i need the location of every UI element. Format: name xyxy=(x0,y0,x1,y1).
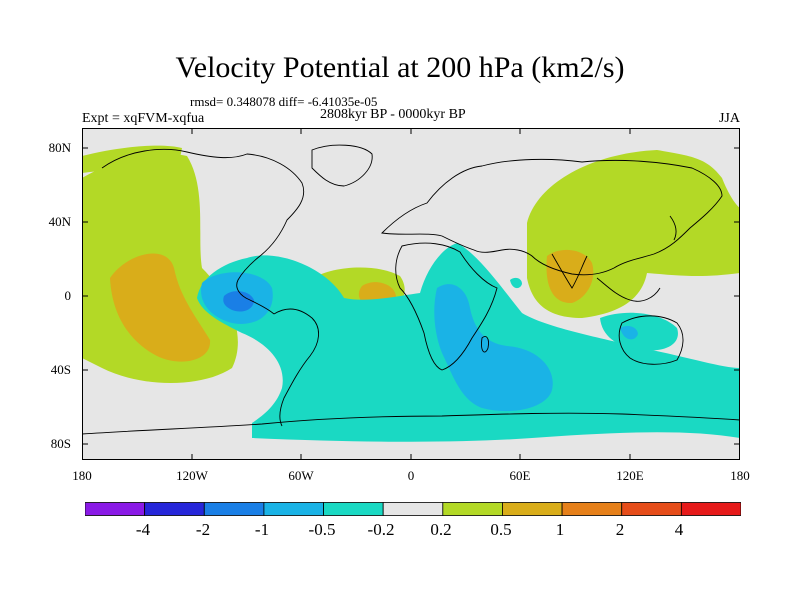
colorbar-swatch xyxy=(502,502,563,516)
lat-tick-80n: 80N xyxy=(48,140,71,155)
coast-africa xyxy=(395,242,498,371)
velocity-potential-map xyxy=(82,128,740,460)
coast-japan xyxy=(669,215,677,241)
experiment-label: Expt = xqFVM-xqfua xyxy=(82,111,205,126)
season-label: JJA xyxy=(718,111,740,126)
colorbar-swatch xyxy=(323,502,384,516)
coast-madagascar xyxy=(481,336,489,353)
colorbar-swatch xyxy=(621,502,682,516)
lat-tick-80s: 80S xyxy=(50,436,71,451)
coast-australia xyxy=(618,315,684,365)
lon-tick-0: 0 xyxy=(407,468,415,483)
coast-north-america xyxy=(101,148,305,315)
colorbar-label: -0.5 xyxy=(308,520,336,539)
rmsd-diff-stats: rmsd= 0.348078 diff= -6.41035e-05 xyxy=(190,94,378,109)
colorbar-swatch xyxy=(85,502,146,516)
colorbar-label: -1 xyxy=(254,520,270,539)
coast-india xyxy=(551,253,588,289)
colorbar-label: 0.5 xyxy=(490,520,512,539)
coast-europe-asia xyxy=(381,158,723,276)
colorbar-label: 0.2 xyxy=(430,520,452,539)
lon-tick-60w: 60W xyxy=(288,468,314,483)
colorbar-swatch xyxy=(680,502,741,516)
chart-title: Velocity Potential at 200 hPa (km2/s) xyxy=(175,51,625,84)
axis-ticks xyxy=(82,128,740,460)
coastlines xyxy=(82,144,740,435)
colorbar-label: -2 xyxy=(195,520,211,539)
lon-tick-120w: 120W xyxy=(176,468,208,483)
coast-greenland xyxy=(311,144,373,187)
lat-tick-40n: 40N xyxy=(48,214,71,229)
contour-pos2-indian xyxy=(546,249,594,304)
colorbar-label: -0.2 xyxy=(367,520,395,539)
period-label: 2808kyr BP - 0000kyr BP xyxy=(320,107,466,122)
lon-tick-120e: 120E xyxy=(616,468,644,483)
lon-tick-180w: 180 xyxy=(72,468,92,483)
contour-neg-arabia xyxy=(510,277,522,289)
lat-tick-0: 0 xyxy=(64,288,72,303)
contour-pos2-pacific xyxy=(110,253,211,362)
lon-tick-60e: 60E xyxy=(509,468,531,483)
contour-neg3-pacific xyxy=(223,291,254,312)
coast-south-america xyxy=(273,308,319,427)
coast-antarctica xyxy=(82,412,740,435)
contour-neg2-africa xyxy=(434,284,553,412)
coast-se-asia xyxy=(596,277,661,302)
colorbar-label: 2 xyxy=(615,520,625,539)
lat-tick-40s: 40S xyxy=(50,362,71,377)
contour-neg2-australia xyxy=(620,326,638,340)
contour-pos-north-pacific xyxy=(82,145,182,173)
colorbar-label: -4 xyxy=(135,520,151,539)
lon-tick-180e: 180 xyxy=(730,468,750,483)
colorbar-label: 4 xyxy=(674,520,684,539)
colorbar-swatch xyxy=(382,502,444,516)
colorbar-swatch xyxy=(442,502,503,516)
colorbar-swatch xyxy=(203,502,265,516)
colorbar xyxy=(85,502,741,516)
colorbar-swatch xyxy=(263,502,324,516)
colorbar-label: 1 xyxy=(555,520,565,539)
colorbar-swatch xyxy=(144,502,205,516)
colorbar-swatch xyxy=(561,502,623,516)
